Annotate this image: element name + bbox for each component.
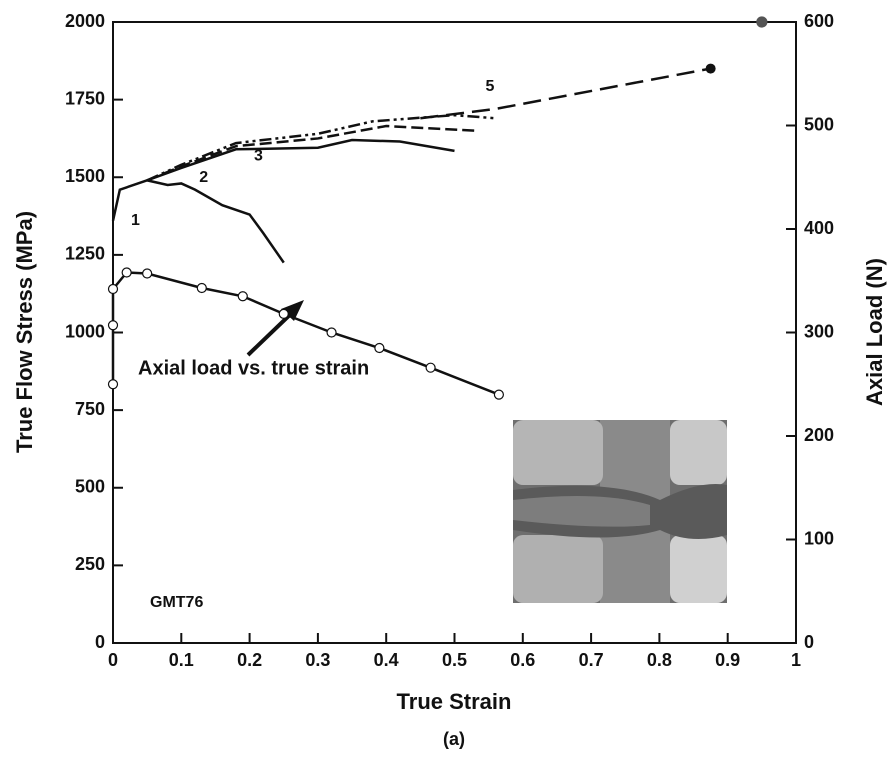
data-point bbox=[425, 362, 436, 373]
caption: (a) bbox=[443, 729, 465, 749]
data-point bbox=[756, 16, 768, 28]
x-axis-title: True Strain bbox=[397, 689, 512, 714]
y2-tick-label: 300 bbox=[804, 321, 834, 341]
y2-tick-label: 500 bbox=[804, 114, 834, 134]
y-tick-label: 1500 bbox=[65, 166, 105, 186]
data-point bbox=[326, 327, 337, 338]
data-point bbox=[493, 389, 504, 400]
data-point bbox=[278, 308, 289, 319]
x-tick-label: 0.4 bbox=[374, 650, 399, 670]
series-line bbox=[146, 124, 476, 182]
y-tick-label: 1250 bbox=[65, 244, 105, 264]
data-point bbox=[374, 342, 385, 354]
x-tick-label: 1 bbox=[791, 650, 801, 670]
inset-photo bbox=[513, 420, 727, 603]
series-line bbox=[111, 271, 500, 396]
series-label: 5 bbox=[485, 78, 494, 95]
y-tick-label: 1000 bbox=[65, 321, 105, 341]
annotation: GMT76 bbox=[150, 594, 203, 611]
y-tick-label: 250 bbox=[75, 554, 105, 574]
series-line bbox=[146, 138, 455, 182]
y2-tick-label: 200 bbox=[804, 425, 834, 445]
x-tick-label: 0.3 bbox=[305, 650, 330, 670]
series-label: 1 bbox=[131, 212, 140, 229]
x-tick-label: 0.2 bbox=[237, 650, 262, 670]
arrow-head bbox=[281, 300, 304, 321]
data-point bbox=[107, 283, 119, 295]
y-tick-label: 0 bbox=[95, 632, 105, 652]
data-point bbox=[142, 268, 153, 279]
series-label: 3 bbox=[254, 147, 263, 164]
data-point bbox=[121, 267, 132, 278]
data-point bbox=[237, 291, 248, 302]
y2-tick-label: 400 bbox=[804, 218, 834, 238]
y-tick-label: 2000 bbox=[65, 11, 105, 31]
x-tick-label: 0.5 bbox=[442, 650, 467, 670]
y2-tick-label: 0 bbox=[804, 632, 814, 652]
x-tick-label: 0.1 bbox=[169, 650, 194, 670]
y-axis-title: True Flow Stress (MPa) bbox=[12, 211, 37, 453]
data-point bbox=[107, 320, 119, 331]
series-label: 2 bbox=[199, 169, 208, 186]
y-tick-label: 1750 bbox=[65, 88, 105, 108]
data-point bbox=[196, 282, 207, 294]
y2-tick-label: 600 bbox=[804, 11, 834, 31]
y-tick-label: 750 bbox=[75, 399, 105, 419]
x-tick-label: 0.7 bbox=[579, 650, 604, 670]
x-tick-label: 0.6 bbox=[510, 650, 535, 670]
x-tick-label: 0.8 bbox=[647, 650, 672, 670]
series-line bbox=[420, 67, 711, 120]
x-tick-label: 0.9 bbox=[715, 650, 740, 670]
y-tick-label: 500 bbox=[75, 477, 105, 497]
y2-tick-label: 100 bbox=[804, 528, 834, 548]
data-point bbox=[107, 379, 119, 390]
annotation: Axial load vs. true strain bbox=[138, 357, 369, 379]
end-point bbox=[705, 63, 716, 74]
x-tick-label: 0 bbox=[108, 650, 118, 670]
series-line bbox=[111, 179, 285, 264]
y2-axis-title: Axial Load (N) bbox=[862, 258, 887, 406]
